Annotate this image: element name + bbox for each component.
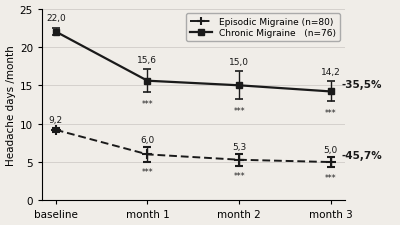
Text: -45,7%: -45,7%: [342, 150, 382, 160]
Y-axis label: Headache days /month: Headache days /month: [6, 45, 16, 165]
Text: -35,5%: -35,5%: [342, 80, 382, 90]
Text: 15,6: 15,6: [138, 56, 158, 65]
Text: ***: ***: [233, 107, 245, 115]
Legend: Episodic Migraine (n=80), Chronic Migraine   (n=76): Episodic Migraine (n=80), Chronic Migrai…: [186, 14, 340, 41]
Text: 6,0: 6,0: [140, 135, 154, 144]
Text: ***: ***: [142, 100, 153, 109]
Text: ***: ***: [142, 168, 153, 177]
Text: 5,0: 5,0: [324, 145, 338, 154]
Text: 5,3: 5,3: [232, 142, 246, 151]
Text: 15,0: 15,0: [229, 58, 249, 67]
Text: 9,2: 9,2: [49, 116, 63, 125]
Text: ***: ***: [233, 171, 245, 180]
Text: ***: ***: [325, 109, 336, 118]
Text: 22,0: 22,0: [46, 14, 66, 23]
Text: ***: ***: [325, 173, 336, 182]
Text: 14,2: 14,2: [321, 68, 341, 77]
